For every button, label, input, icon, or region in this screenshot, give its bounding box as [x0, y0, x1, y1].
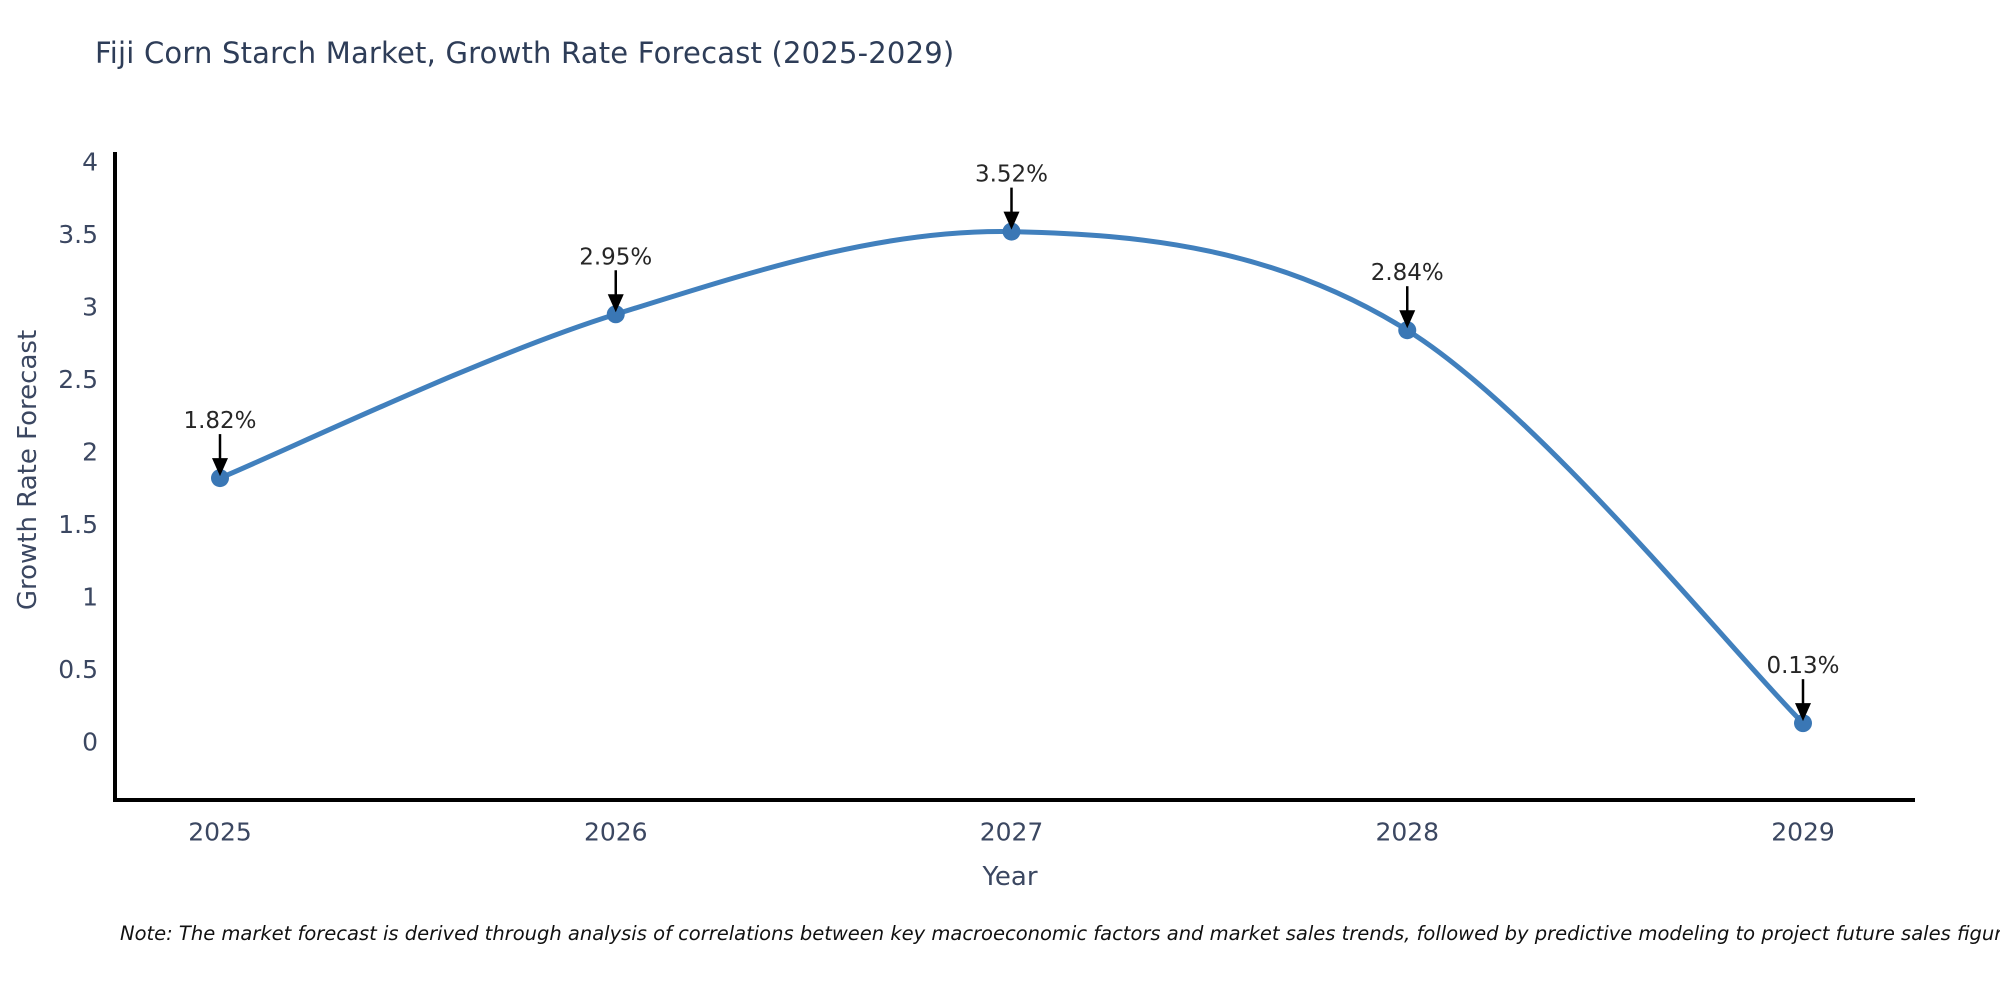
annotation-value-label: 3.52% — [975, 162, 1048, 188]
data-point-marker — [211, 469, 229, 488]
x-tick-label: 2026 — [584, 817, 648, 846]
y-tick-label: 0 — [82, 728, 98, 757]
annotation-arrow-head — [607, 294, 624, 313]
annotation-value-label: 2.95% — [579, 244, 652, 270]
data-point-marker — [1398, 321, 1417, 340]
x-tick-label: 2028 — [1375, 817, 1439, 846]
annotation-value-label: 1.82% — [183, 408, 256, 434]
annotation-arrow-head — [1003, 211, 1020, 230]
data-point-marker — [1002, 222, 1021, 241]
y-tick-label: 1.5 — [58, 510, 98, 539]
y-tick-label: 1 — [82, 583, 98, 612]
chart-title: Fiji Corn Starch Market, Growth Rate For… — [95, 36, 955, 70]
annotation-arrow-head — [212, 458, 228, 477]
x-tick-label: 2025 — [188, 817, 252, 846]
data-point-marker — [606, 305, 625, 324]
annotation-arrow-head — [1795, 703, 1811, 722]
y-tick-label: 2.5 — [58, 365, 98, 394]
x-tick-label: 2027 — [980, 817, 1044, 846]
annotation-value-label: 0.13% — [1766, 653, 1839, 679]
y-tick-label: 0.5 — [58, 655, 98, 684]
annotation-value-label: 2.84% — [1371, 260, 1444, 286]
y-tick-label: 4 — [82, 148, 98, 177]
x-axis-title: Year — [982, 862, 1038, 892]
data-point-marker — [1794, 714, 1812, 733]
annotation-arrow-head — [1399, 310, 1416, 329]
growth-rate-line-series — [217, 229, 1806, 726]
y-tick-label: 3 — [82, 293, 98, 322]
x-tick-label: 2029 — [1771, 817, 1835, 846]
y-tick-label: 3.5 — [58, 220, 98, 249]
y-tick-label: 2 — [82, 438, 98, 467]
footnote: Note: The market forecast is derived thr… — [120, 922, 2000, 945]
